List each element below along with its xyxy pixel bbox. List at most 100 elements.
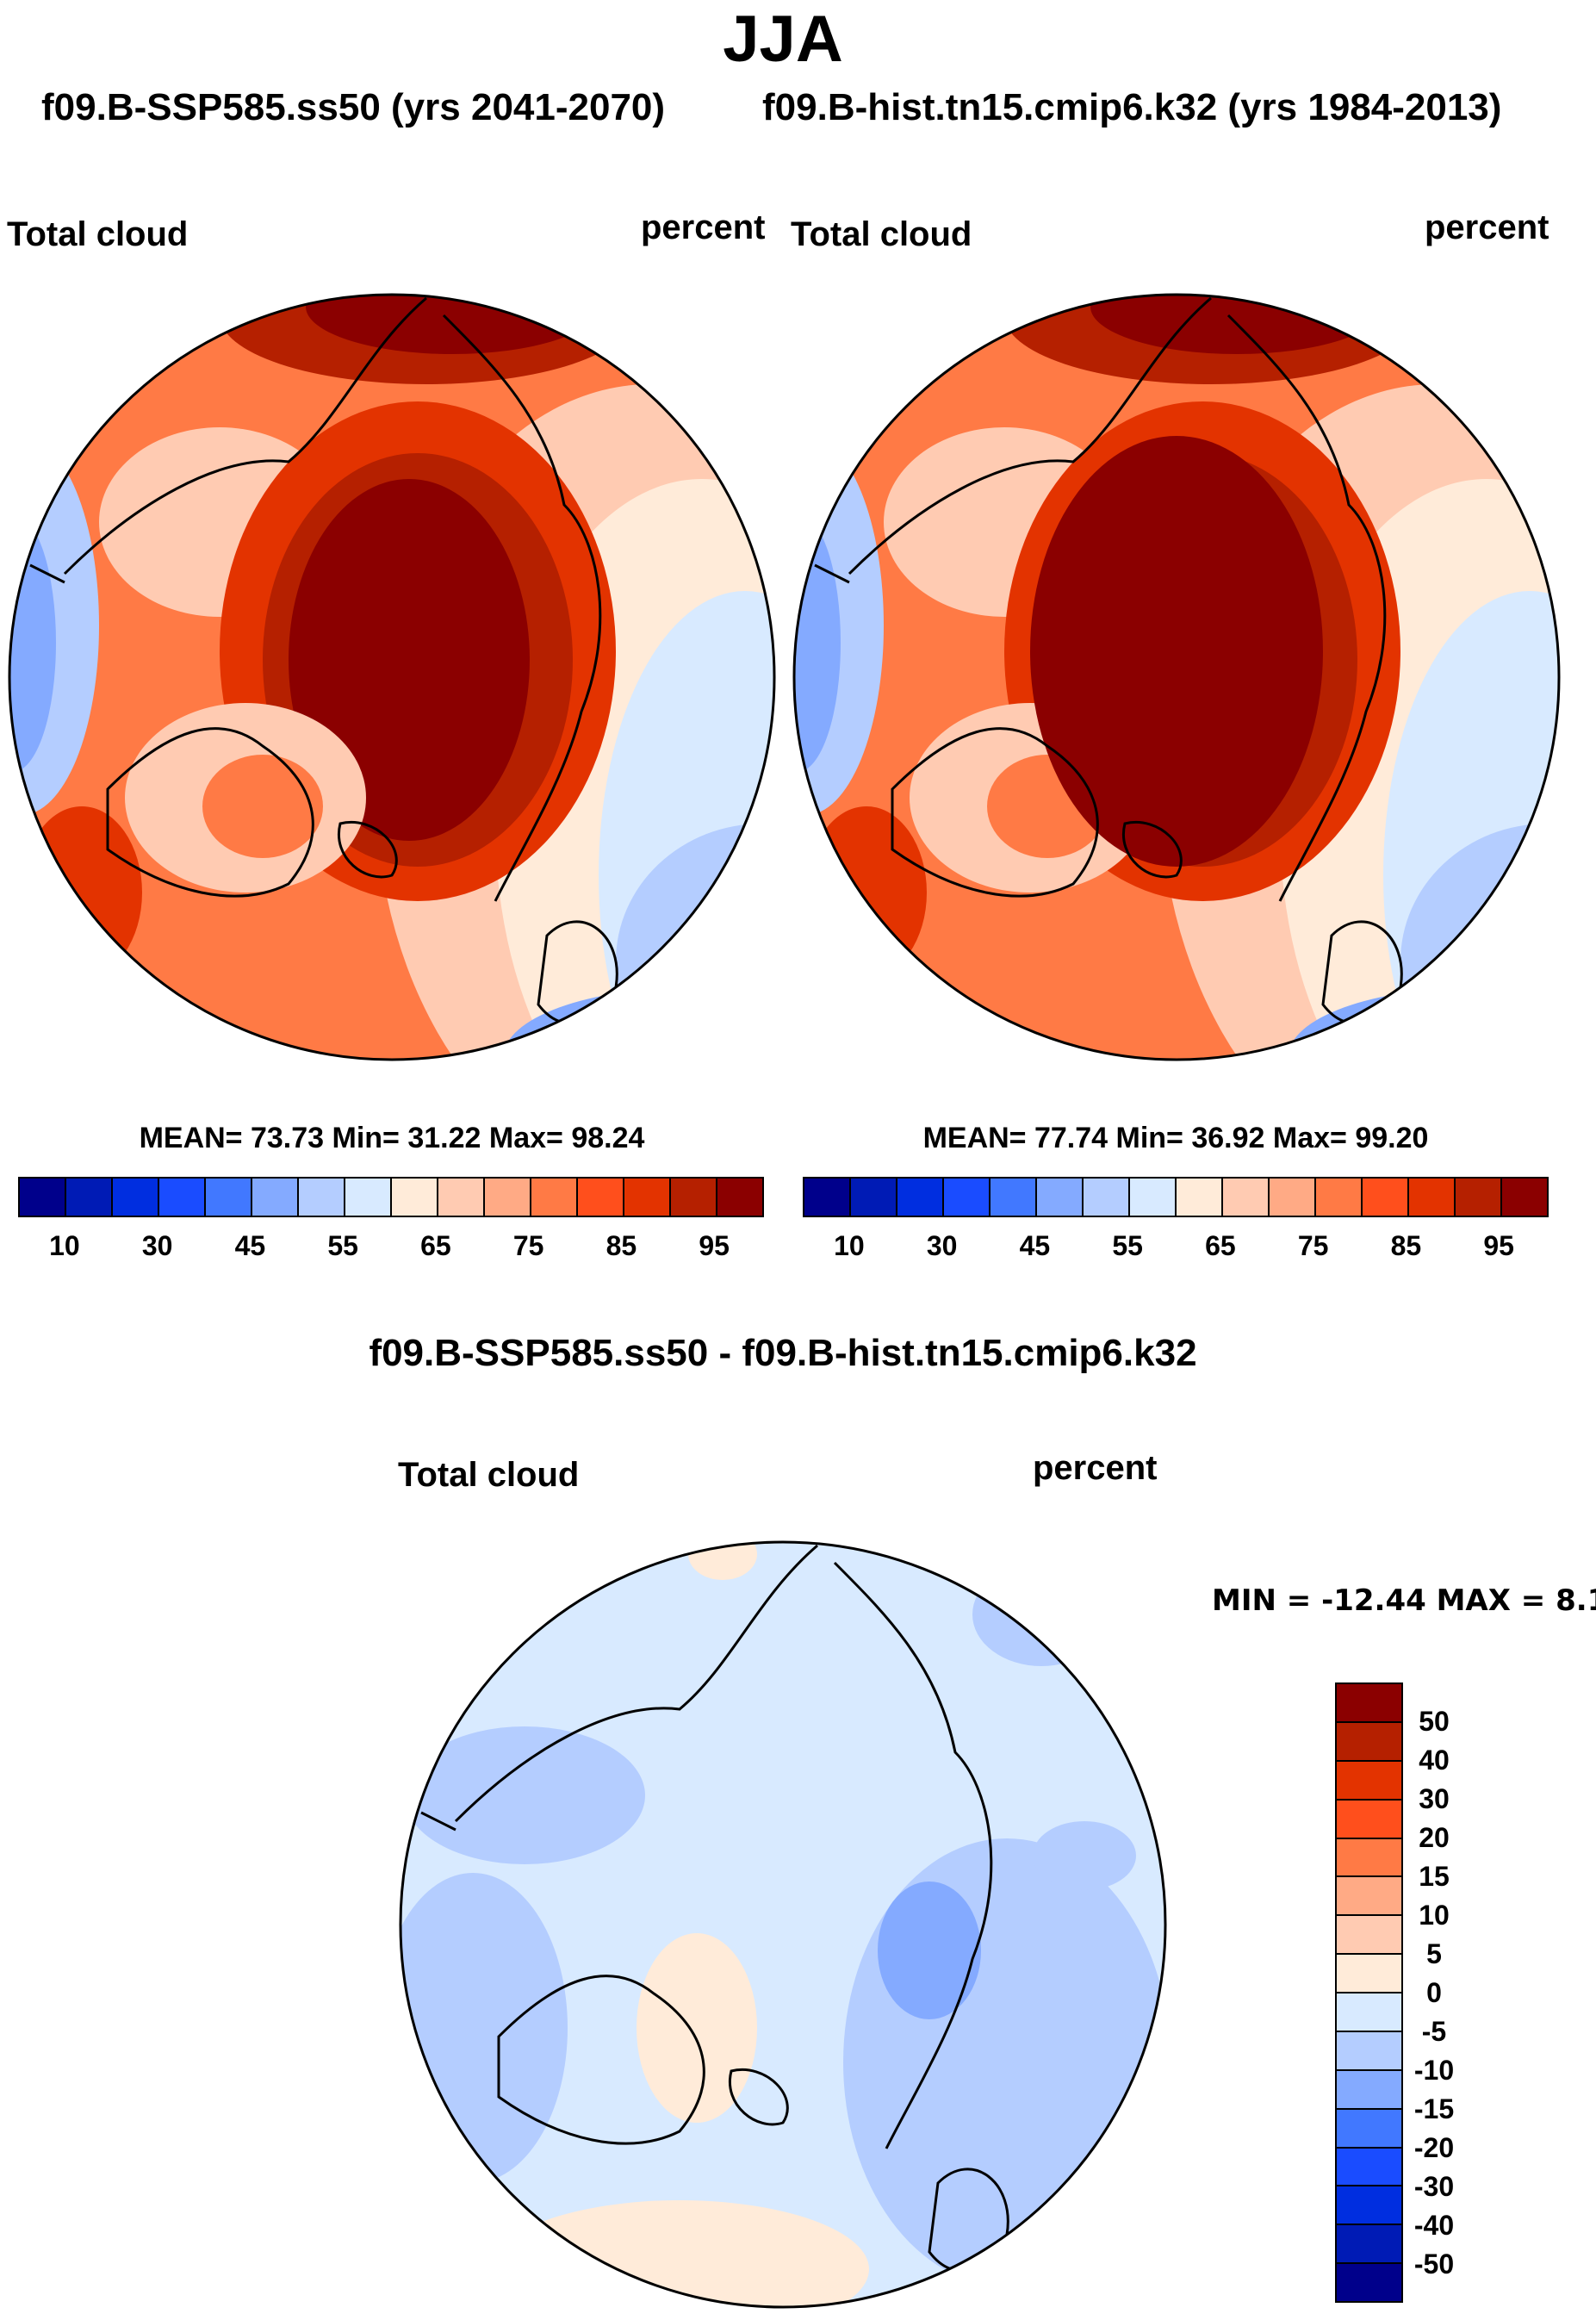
colorbar-cell (531, 1179, 578, 1216)
colorbar-tick-label: 20 (1419, 1822, 1450, 1853)
subtitle-left: f09.B-SSP585.ss50 (yrs 2041-2070) (41, 86, 666, 128)
colorbar-cell (20, 1179, 66, 1216)
subtitle-right: f09.B-hist.tn15.cmip6.k32 (yrs 1984-2013… (762, 86, 1502, 128)
panel2-stats: MEAN= 77.74 Min= 36.92 Max= 99.20 (922, 1122, 1429, 1154)
colorbar-cell (1337, 1684, 1401, 1723)
field-region (806, 806, 927, 979)
colorbar-tick-label: 50 (1419, 1706, 1450, 1737)
colorbar-cell (1363, 1179, 1409, 1216)
colorbar-tick-label: 95 (699, 1230, 730, 1261)
field-region (794, 513, 841, 772)
field-region (202, 755, 323, 858)
colorbar-tick-label: 75 (1297, 1230, 1329, 1261)
colorbar-cell (1337, 2109, 1401, 2149)
field-region (637, 1933, 757, 2123)
colorbar-cell (1409, 1179, 1456, 1216)
colorbar-tick-label: 55 (1112, 1230, 1143, 1261)
colorbar-tick-label: 30 (926, 1230, 958, 1261)
panel1-title: Total cloud (7, 215, 189, 253)
panel1-map (8, 293, 776, 1061)
colorbar-cell (1337, 2031, 1401, 2071)
colorbar-tick-label: -20 (1413, 2132, 1455, 2163)
field-region (9, 513, 56, 772)
field-region (306, 295, 599, 354)
colorbar-tick-label: 30 (141, 1230, 173, 1261)
colorbar-tick-label: 75 (512, 1230, 544, 1261)
colorbar-cell (1337, 1916, 1401, 1956)
colorbar-tick-label: 40 (1419, 1745, 1450, 1776)
field-region (688, 1542, 757, 1580)
colorbar-cell (671, 1179, 717, 1216)
colorbar-cell (1337, 1877, 1401, 1917)
colorbar-cell (897, 1179, 944, 1216)
colorbar-tick-label: -5 (1421, 2016, 1447, 2047)
colorbar-cell (1337, 1800, 1401, 1839)
colorbar-tick-label: -30 (1413, 2171, 1455, 2202)
colorbar-cell (1502, 1179, 1547, 1216)
coastline (420, 1544, 1009, 2273)
colorbar-cell (392, 1179, 438, 1216)
colorbar-tick-label: 45 (234, 1230, 266, 1261)
colorbar-cell (66, 1179, 113, 1216)
colorbar-cell (159, 1179, 206, 1216)
colorbar-tick-label: 10 (834, 1230, 865, 1261)
field-region (1033, 1821, 1136, 1890)
colorbar-cell (1337, 2148, 1401, 2187)
field-region (404, 1726, 645, 1864)
field-region (972, 1563, 1110, 1666)
map-border (792, 293, 1561, 1061)
field-layer (794, 295, 1559, 1060)
colorbar-cell (1337, 1993, 1401, 2032)
field-region (22, 806, 142, 979)
colorbar-cell (991, 1179, 1037, 1216)
colorbar-cell (1337, 2225, 1401, 2265)
colorbar-tick-label: -50 (1413, 2248, 1455, 2280)
colorbar-tick-label: 85 (1390, 1230, 1422, 1261)
panel1-colorbar-ticks: 10 30 45 55 65 75 85 95 (18, 1230, 764, 1265)
map-border (8, 293, 776, 1061)
colorbar-tick-label: 15 (1419, 1861, 1450, 1892)
diff-panel-title: Total cloud (398, 1456, 580, 1494)
coastline (29, 296, 618, 1025)
colorbar-tick-label: -15 (1413, 2093, 1455, 2124)
diff-colorbar (1335, 1682, 1403, 2303)
colorbar-cell (1177, 1179, 1223, 1216)
map-border (399, 1540, 1167, 2309)
panel2-colorbar (803, 1177, 1549, 1217)
colorbar-cell (345, 1179, 392, 1216)
colorbar-tick-label: -10 (1413, 2055, 1455, 2086)
colorbar-cell (1337, 1722, 1401, 1762)
colorbar-cell (1337, 2264, 1401, 2301)
field-region (1090, 295, 1383, 354)
colorbar-cell (299, 1179, 345, 1216)
diff-title: f09.B-SSP585.ss50 - f09.B-hist.tn15.cmip… (369, 1332, 1197, 1374)
panel1-stats: MEAN= 73.73 Min= 31.22 Max= 98.24 (139, 1122, 645, 1154)
colorbar-tick-label: 95 (1483, 1230, 1514, 1261)
colorbar-tick-label: 10 (1419, 1900, 1450, 1931)
diff-map (399, 1540, 1167, 2309)
colorbar-cell (252, 1179, 299, 1216)
colorbar-cell (1337, 1955, 1401, 1993)
colorbar-cell (717, 1179, 762, 1216)
colorbar-cell (485, 1179, 531, 1216)
colorbar-tick-label: 0 (1426, 1977, 1442, 2008)
panel2-units: percent (1425, 208, 1549, 246)
colorbar-tick-label: 45 (1019, 1230, 1051, 1261)
colorbar-tick-label: 65 (1205, 1230, 1236, 1261)
panel1-colorbar (18, 1177, 764, 1217)
colorbar-cell (1337, 2186, 1401, 2226)
colorbar-cell (624, 1179, 671, 1216)
colorbar-cell (1337, 2070, 1401, 2110)
colorbar-cell (804, 1179, 851, 1216)
colorbar-cell (1337, 1838, 1401, 1878)
field-layer (9, 295, 774, 1060)
field-region (1030, 436, 1323, 867)
diff-colorbar-ticks: 50 40 30 20 15 10 5 0 -5 -10 -15 -20 -30 -40 -50 (1400, 1682, 1486, 2303)
colorbar-cell (1084, 1179, 1130, 1216)
panel1-units: percent (641, 208, 766, 246)
colorbar-cell (578, 1179, 624, 1216)
colorbar-cell (206, 1179, 252, 1216)
colorbar-cell (944, 1179, 991, 1216)
panel2-map (792, 293, 1561, 1061)
colorbar-tick-label: 85 (605, 1230, 637, 1261)
